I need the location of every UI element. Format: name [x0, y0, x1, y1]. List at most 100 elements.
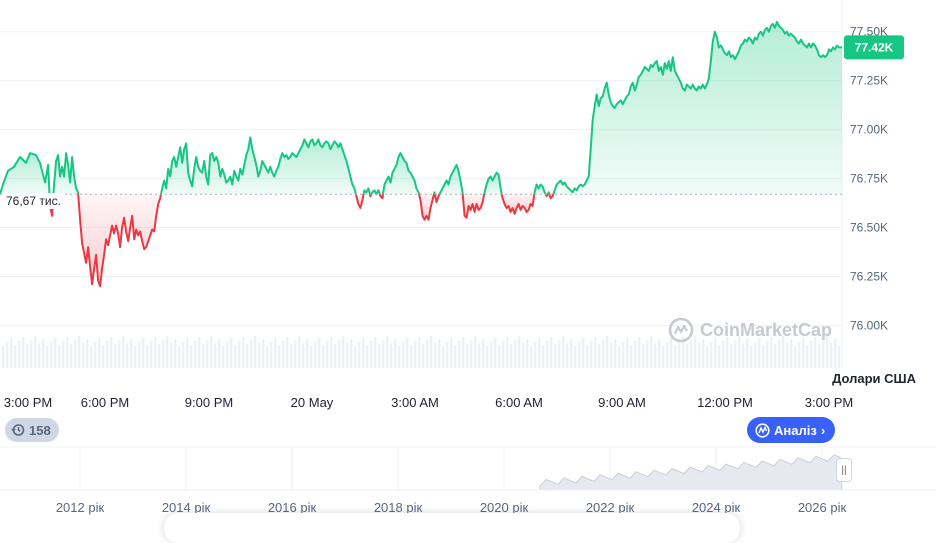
volume-bar: [638, 337, 641, 368]
volume-bar: [74, 340, 77, 368]
price-line-down: [77, 194, 162, 288]
volume-bar: [538, 338, 541, 368]
volume-bar: [602, 340, 605, 368]
volume-bar: [714, 338, 717, 368]
price-line-up: [52, 152, 80, 195]
volume-bar: [194, 341, 197, 368]
volume-bar: [466, 344, 469, 368]
volume-bar: [574, 346, 577, 368]
volume-bar: [554, 344, 557, 368]
volume-bar: [798, 342, 801, 368]
navigator-tick-label: 2012 рік: [56, 500, 105, 515]
volume-bar: [410, 345, 413, 368]
volume-bar: [778, 340, 781, 368]
navigator-tick-label: 2018 рік: [374, 500, 423, 515]
volume-bar: [26, 344, 29, 368]
reference-price-label: 76,67 тис.: [2, 193, 65, 209]
price-line-down: [500, 194, 536, 215]
volume-bar: [578, 342, 581, 368]
volume-bar: [110, 337, 113, 368]
volume-bar: [582, 338, 585, 368]
volume-bar: [366, 345, 369, 368]
price-line-up: [433, 191, 436, 195]
chevron-right-icon: ›: [820, 422, 826, 438]
volume-bar: [806, 345, 809, 368]
volume-bar: [486, 346, 489, 368]
navigator-tick-label: 2024 рік: [692, 500, 741, 515]
volume-bar: [542, 345, 545, 368]
volume-bar: [14, 345, 17, 368]
x-tick-label: 3:00 AM: [391, 395, 439, 410]
price-line-up: [382, 152, 420, 195]
volume-bar: [150, 341, 153, 368]
volume-bar: [718, 345, 721, 368]
volume-bar: [98, 338, 101, 368]
volume-bar: [78, 336, 81, 368]
price-chart[interactable]: 77.50K 77.25K 77.00K 76.75K 76.50K 76.25K 76.0…: [0, 0, 936, 530]
volume-bar: [562, 336, 565, 368]
volume-bar: [550, 337, 553, 368]
volume-bar: [298, 336, 301, 368]
x-tick-label: 3:00 PM: [805, 395, 853, 410]
events-toggle[interactable]: 158: [5, 418, 59, 442]
volume-bar: [178, 346, 181, 368]
volume-bar: [458, 341, 461, 368]
navigator-tick-label: 2014 рік: [162, 500, 211, 515]
volume-bar: [722, 341, 725, 368]
price-line-up: [483, 171, 503, 195]
volume-bar: [10, 338, 13, 368]
volume-bar: [170, 343, 173, 368]
volume-bar: [706, 346, 709, 368]
volume-bar: [810, 341, 813, 368]
volume-bar: [318, 338, 321, 368]
navigator-tick-label: 2020 рік: [480, 500, 529, 515]
range-navigator[interactable]: 2012 рік 2014 рік 2016 рік 2018 рік 2020 рік…: [0, 446, 936, 515]
volume-bar: [234, 345, 237, 368]
volume-bar: [206, 340, 209, 368]
history-icon: [11, 424, 25, 436]
area-above-reference: [0, 153, 50, 195]
volume-bar: [450, 338, 453, 368]
navigator-handle[interactable]: ||: [836, 458, 852, 482]
analysis-button[interactable]: Аналіз ›: [747, 417, 836, 443]
x-tick-label: 9:00 PM: [185, 395, 233, 410]
volume-bar: [702, 339, 705, 368]
volume-bar: [742, 343, 745, 368]
volume-bar: [510, 344, 513, 368]
navigator-price-area: [539, 454, 843, 491]
volume-bar: [622, 342, 625, 368]
volume-bar: [394, 339, 397, 368]
volume-bar: [34, 336, 37, 368]
x-tick-label: 12:00 PM: [697, 395, 753, 410]
volume-bar: [630, 345, 633, 368]
price-line-up: [438, 163, 464, 195]
volume-bar: [414, 341, 417, 368]
navigator-tick-label: 2026 рік: [798, 500, 847, 515]
price-line-up: [546, 191, 551, 195]
volume-bar: [426, 340, 429, 368]
volume-bar: [58, 345, 61, 368]
volume-bar: [350, 339, 353, 368]
volume-bar: [158, 344, 161, 368]
volume-bar: [18, 341, 21, 368]
volume-bar: [106, 341, 109, 368]
volume-bar: [658, 339, 661, 368]
volume-bars: [2, 336, 841, 368]
volume-bar: [182, 342, 185, 368]
volume-bar: [50, 342, 53, 368]
currency-unit-label: Долари США: [832, 371, 916, 386]
current-price-badge-bg: [844, 35, 904, 60]
volume-bar: [62, 341, 65, 368]
volume-bar: [666, 342, 669, 368]
price-line-down: [368, 193, 373, 198]
volume-bar: [130, 339, 133, 368]
volume-bar: [66, 337, 69, 368]
volume-bar: [322, 345, 325, 368]
volume-bar: [782, 336, 785, 368]
volume-bar: [662, 346, 665, 368]
volume-bar: [698, 343, 701, 368]
volume-bar: [694, 336, 697, 368]
volume-bar: [86, 339, 89, 368]
volume-bar: [822, 340, 825, 368]
volume-bar: [838, 346, 841, 368]
